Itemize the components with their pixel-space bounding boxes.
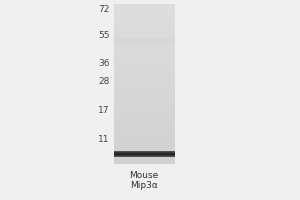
Text: 72: 72 xyxy=(98,5,110,15)
Text: Mip3α: Mip3α xyxy=(130,181,158,190)
Text: Mouse: Mouse xyxy=(129,171,159,180)
Text: 17: 17 xyxy=(98,106,110,114)
Text: 36: 36 xyxy=(98,60,110,68)
Text: 28: 28 xyxy=(98,77,110,86)
Text: 11: 11 xyxy=(98,136,110,144)
Text: 55: 55 xyxy=(98,31,110,40)
